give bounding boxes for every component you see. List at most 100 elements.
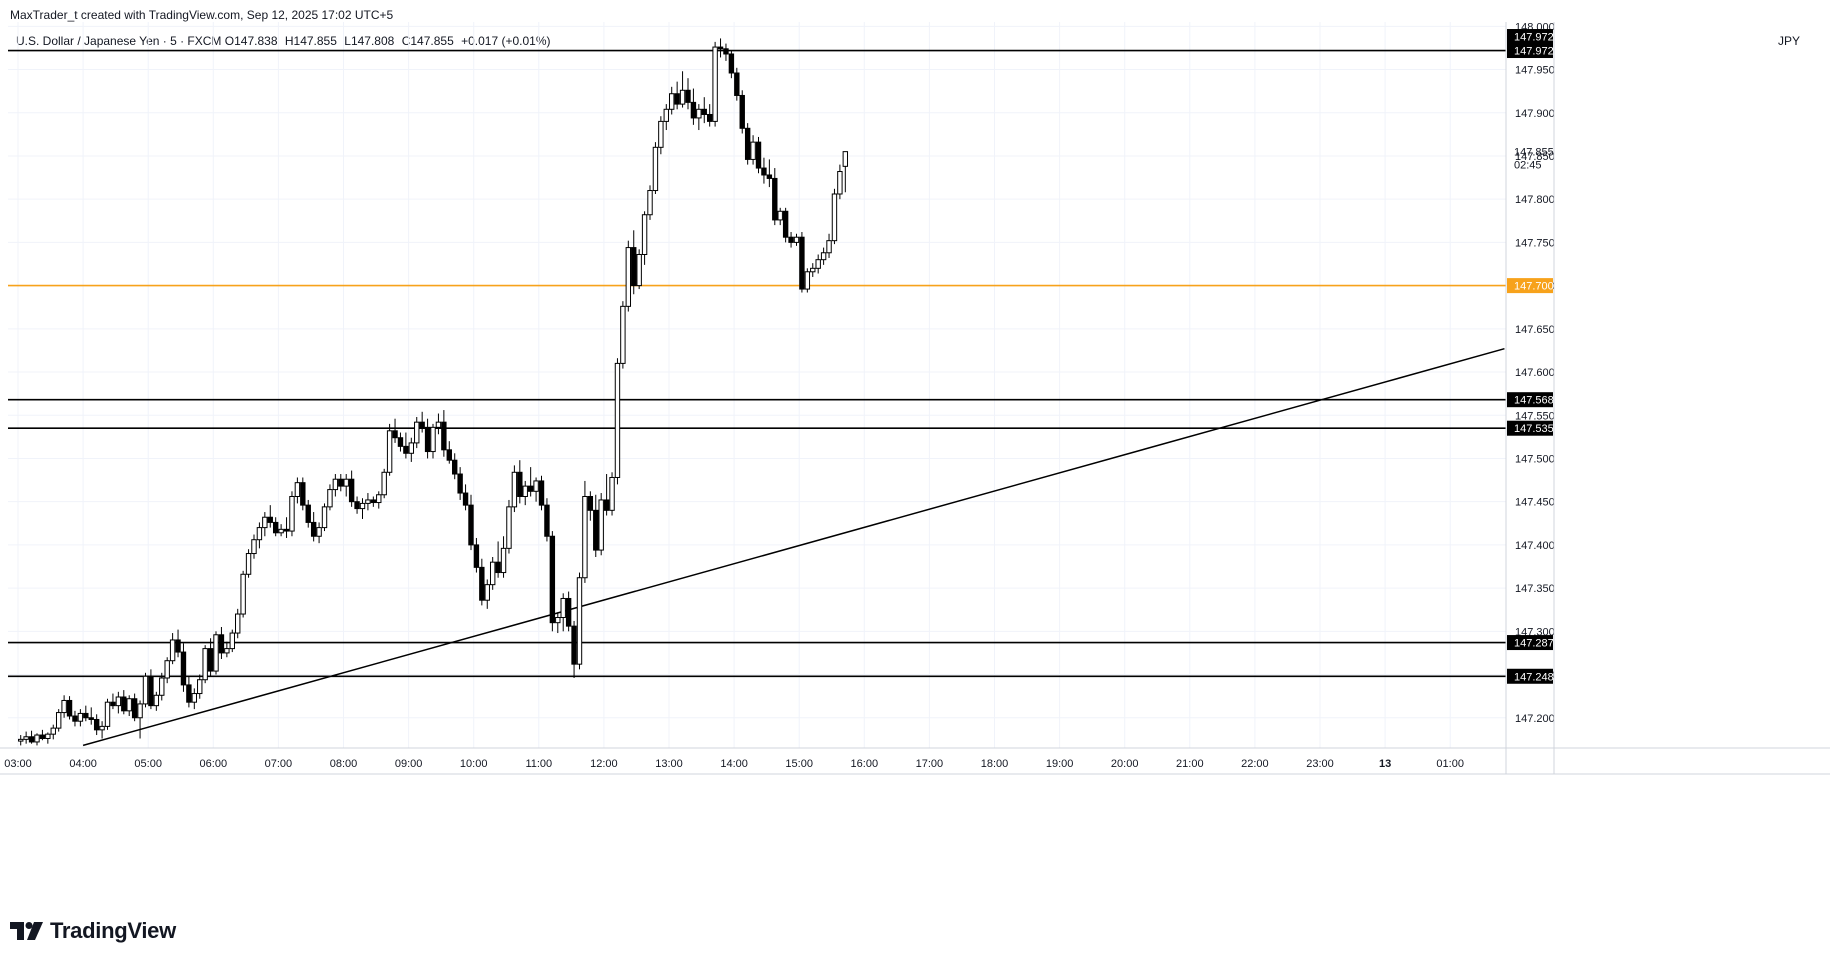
- candle-body[interactable]: [229, 632, 235, 650]
- tradingview-logo[interactable]: TradingView: [10, 918, 176, 944]
- candle-body[interactable]: [327, 489, 333, 508]
- candle-body[interactable]: [614, 362, 621, 478]
- candle-body[interactable]: [593, 509, 599, 551]
- candle-body[interactable]: [435, 421, 442, 428]
- candle-body[interactable]: [831, 193, 838, 242]
- candle-body[interactable]: [462, 492, 469, 506]
- candle-body[interactable]: [55, 712, 62, 729]
- candle-body[interactable]: [224, 648, 230, 654]
- candle-body[interactable]: [408, 442, 415, 454]
- currency-label[interactable]: JPY: [1778, 34, 1801, 48]
- candle-body[interactable]: [739, 94, 745, 129]
- candle-body[interactable]: [99, 725, 105, 731]
- candle-body[interactable]: [820, 252, 827, 261]
- candle-body[interactable]: [658, 120, 664, 148]
- candle-body[interactable]: [23, 736, 29, 740]
- candle-body[interactable]: [121, 696, 127, 712]
- candle-body[interactable]: [83, 712, 89, 719]
- candle-body[interactable]: [245, 553, 252, 575]
- candle-body[interactable]: [256, 527, 263, 541]
- candle-body[interactable]: [430, 426, 436, 453]
- candle-body[interactable]: [148, 675, 154, 707]
- candle-body[interactable]: [810, 267, 816, 273]
- candle-body[interactable]: [18, 738, 24, 742]
- candle-body[interactable]: [28, 736, 35, 743]
- candle-body[interactable]: [359, 502, 366, 510]
- candle-body[interactable]: [441, 421, 447, 451]
- candle-body[interactable]: [218, 634, 225, 654]
- candle-body[interactable]: [169, 639, 176, 662]
- candle-body[interactable]: [641, 214, 648, 255]
- candle-body[interactable]: [310, 521, 317, 537]
- candle-body[interactable]: [397, 437, 404, 447]
- candle-body[interactable]: [321, 506, 328, 529]
- candle-body[interactable]: [365, 499, 371, 504]
- candle-body[interactable]: [544, 504, 550, 537]
- candle-body[interactable]: [452, 459, 458, 475]
- candle-body[interactable]: [842, 151, 849, 167]
- candle-body[interactable]: [533, 480, 539, 492]
- candle-body[interactable]: [663, 108, 669, 122]
- candle-body[interactable]: [576, 577, 583, 665]
- candle-body[interactable]: [272, 521, 279, 534]
- horizontal-levels[interactable]: [8, 49, 1506, 678]
- candle-body[interactable]: [837, 171, 843, 195]
- candle-body[interactable]: [804, 271, 811, 290]
- candle-body[interactable]: [294, 482, 301, 497]
- candle-body[interactable]: [251, 539, 257, 555]
- candle-body[interactable]: [587, 495, 594, 511]
- candle-body[interactable]: [717, 46, 724, 50]
- candle-body[interactable]: [115, 696, 122, 707]
- candle-body[interactable]: [598, 499, 604, 551]
- candles-group[interactable]: [18, 38, 849, 746]
- candle-body[interactable]: [289, 495, 295, 532]
- candle-body[interactable]: [262, 516, 268, 529]
- candle-body[interactable]: [50, 727, 56, 735]
- candle-body[interactable]: [679, 89, 686, 105]
- candle-body[interactable]: [750, 141, 756, 160]
- candle-body[interactable]: [414, 421, 420, 444]
- candle-body[interactable]: [701, 108, 707, 115]
- candle-body[interactable]: [175, 639, 181, 653]
- candle-body[interactable]: [652, 146, 659, 192]
- candle-body[interactable]: [555, 616, 561, 624]
- candle-body[interactable]: [506, 506, 512, 549]
- candle-body[interactable]: [669, 93, 675, 110]
- candle-body[interactable]: [500, 547, 507, 574]
- candle-body[interactable]: [636, 253, 642, 287]
- candle-body[interactable]: [392, 430, 398, 439]
- candle-body[interactable]: [338, 478, 344, 487]
- candle-body[interactable]: [674, 93, 680, 105]
- candle-body[interactable]: [560, 597, 566, 618]
- candle-body[interactable]: [77, 712, 84, 722]
- candle-body[interactable]: [772, 177, 778, 221]
- candle-body[interactable]: [137, 703, 143, 719]
- candle-body[interactable]: [815, 259, 821, 269]
- candle-body[interactable]: [403, 445, 409, 454]
- candle-body[interactable]: [468, 504, 474, 546]
- candle-body[interactable]: [473, 544, 480, 568]
- candle-body[interactable]: [522, 485, 528, 497]
- candle-body[interactable]: [278, 528, 284, 534]
- candle-body[interactable]: [609, 476, 615, 511]
- candle-body[interactable]: [354, 501, 360, 510]
- candle-body[interactable]: [723, 48, 729, 55]
- candle-body[interactable]: [631, 247, 637, 287]
- candle-body[interactable]: [712, 46, 718, 122]
- candle-body[interactable]: [202, 648, 208, 681]
- candle-body[interactable]: [782, 210, 789, 238]
- trendline-group[interactable]: [82, 347, 1505, 747]
- candle-body[interactable]: [571, 625, 577, 665]
- candle-body[interactable]: [603, 499, 610, 511]
- candle-body[interactable]: [197, 679, 203, 695]
- candle-body[interactable]: [620, 305, 626, 364]
- candle-body[interactable]: [734, 72, 740, 96]
- candle-body[interactable]: [370, 499, 377, 504]
- candle-body[interactable]: [376, 494, 382, 504]
- candle-body[interactable]: [207, 648, 214, 672]
- candle-body[interactable]: [549, 535, 556, 624]
- candle-body[interactable]: [72, 715, 78, 722]
- candle-body[interactable]: [479, 566, 485, 601]
- candle-body[interactable]: [305, 504, 311, 523]
